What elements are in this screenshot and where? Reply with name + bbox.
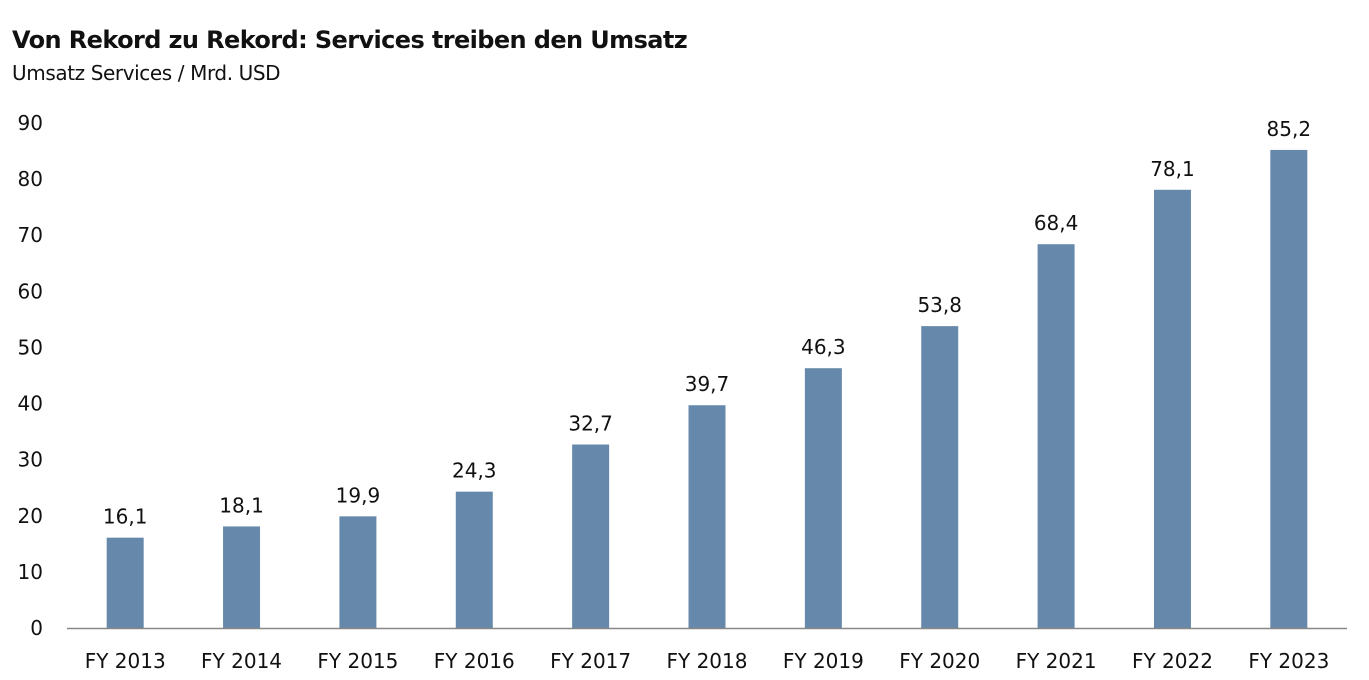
y-tick-label: 70 xyxy=(18,223,43,247)
x-tick-label: FY 2020 xyxy=(899,649,980,673)
bar xyxy=(572,444,610,628)
data-label: 46,3 xyxy=(801,335,846,359)
y-tick-label: 60 xyxy=(18,279,43,303)
data-label: 32,7 xyxy=(568,412,613,436)
bar xyxy=(804,368,842,628)
data-label: 24,3 xyxy=(452,459,497,483)
x-tick-label: FY 2017 xyxy=(550,649,631,673)
y-tick-label: 30 xyxy=(18,448,43,472)
bar xyxy=(339,516,377,628)
data-label: 85,2 xyxy=(1267,117,1312,141)
chart-title: Von Rekord zu Rekord: Services treiben d… xyxy=(12,26,688,54)
x-tick-label: FY 2016 xyxy=(434,649,515,673)
data-label: 19,9 xyxy=(336,483,381,507)
x-tick-label: FY 2013 xyxy=(85,649,166,673)
y-tick-label: 40 xyxy=(18,392,43,416)
bar xyxy=(1153,189,1191,628)
data-label: 39,7 xyxy=(685,372,730,396)
bar xyxy=(223,526,261,628)
bar xyxy=(921,326,959,628)
bar xyxy=(1270,149,1308,628)
x-tick-label: FY 2018 xyxy=(667,649,748,673)
x-tick-label: FY 2021 xyxy=(1016,649,1097,673)
x-tick-label: FY 2019 xyxy=(783,649,864,673)
data-label: 53,8 xyxy=(917,293,962,317)
x-tick-label: FY 2015 xyxy=(317,649,398,673)
data-label: 18,1 xyxy=(219,493,264,517)
x-tick-label: FY 2022 xyxy=(1132,649,1213,673)
x-tick-label: FY 2014 xyxy=(201,649,282,673)
y-tick-label: 80 xyxy=(18,167,43,191)
data-label: 78,1 xyxy=(1150,157,1195,181)
y-tick-label: 10 xyxy=(18,560,43,584)
bar xyxy=(688,405,726,628)
y-tick-label: 20 xyxy=(18,504,43,528)
bar xyxy=(455,491,493,628)
chart-subtitle: Umsatz Services / Mrd. USD xyxy=(12,61,281,85)
x-tick-label: FY 2023 xyxy=(1248,649,1329,673)
bar xyxy=(1037,244,1075,628)
bar xyxy=(106,537,144,628)
y-tick-label: 50 xyxy=(18,335,43,359)
data-label: 16,1 xyxy=(103,505,148,529)
y-tick-label: 0 xyxy=(30,616,43,640)
y-tick-label: 90 xyxy=(18,111,43,135)
data-label: 68,4 xyxy=(1034,211,1079,235)
